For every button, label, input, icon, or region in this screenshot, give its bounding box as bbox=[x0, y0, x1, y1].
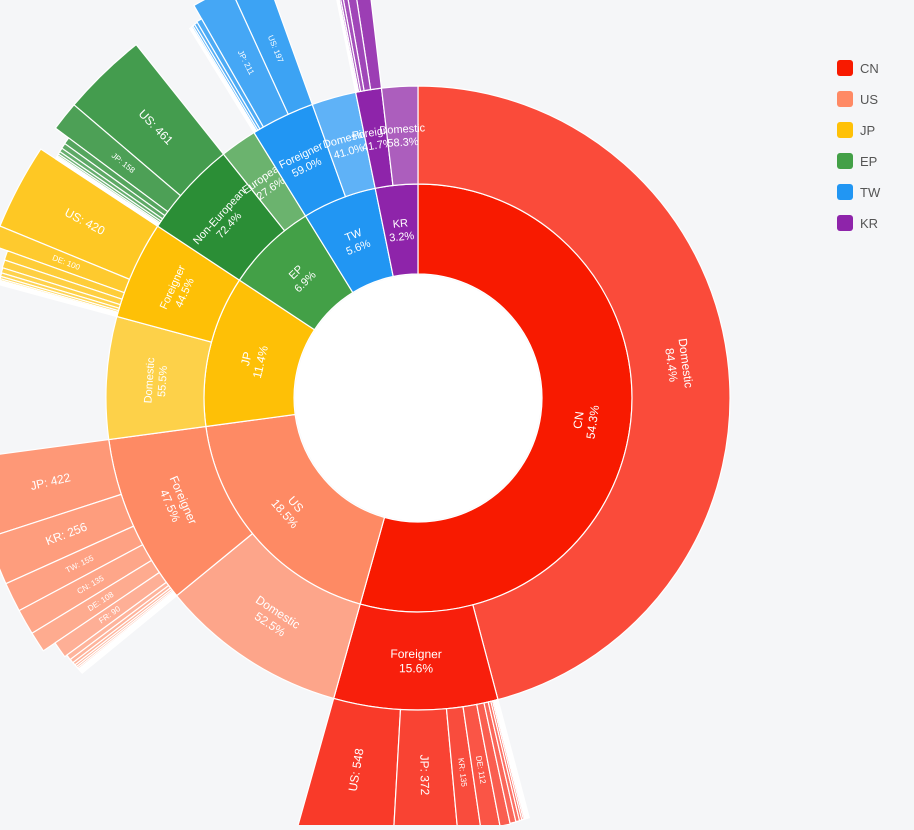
legend-item-jp[interactable]: JP bbox=[837, 122, 880, 138]
segment-jp-foreigner-leaf[interactable] bbox=[0, 225, 131, 294]
segment-label-line: JP bbox=[238, 350, 255, 367]
segment-ep-non-european-leaf[interactable] bbox=[54, 157, 159, 227]
legend-swatch bbox=[837, 91, 853, 107]
segment-cn-foreigner-leaf[interactable] bbox=[496, 698, 530, 819]
legend-swatch bbox=[837, 184, 853, 200]
segment-label-cn-domestic: Domestic84.4% bbox=[661, 337, 696, 390]
segment-label-kr-domestic: Domestic58.3% bbox=[379, 122, 427, 150]
legend-swatch bbox=[837, 153, 853, 169]
segment-label-line: 54.3% bbox=[583, 404, 602, 440]
legend-item-kr[interactable]: KR bbox=[837, 215, 880, 231]
legend-label: KR bbox=[860, 215, 879, 231]
legend-item-ep[interactable]: EP bbox=[837, 153, 880, 169]
legend-item-us[interactable]: US bbox=[837, 91, 880, 107]
segment-label-line: Domestic bbox=[676, 337, 696, 388]
legend-label: CN bbox=[860, 60, 879, 76]
segment-cn-foreigner-leaf[interactable] bbox=[393, 708, 460, 830]
segment-us-foreigner-leaf[interactable] bbox=[81, 594, 178, 674]
leaf-label: KR: 135 bbox=[456, 757, 468, 787]
segment-us-foreigner-leaf[interactable] bbox=[18, 543, 153, 635]
segment-label-jp-domestic: Domestic55.5% bbox=[142, 357, 170, 405]
center-hole bbox=[295, 275, 541, 521]
segment-kr-foreigner-leaf[interactable] bbox=[331, 0, 357, 94]
legend-label: EP bbox=[860, 153, 878, 169]
segment-us-foreigner-leaf[interactable] bbox=[5, 525, 144, 612]
segment-ep-non-european-leaf[interactable] bbox=[54, 104, 182, 213]
segment-label-line: Foreigner bbox=[390, 647, 441, 661]
segment-us-foreigner-leaf[interactable] bbox=[0, 493, 135, 585]
legend-item-tw[interactable]: TW bbox=[837, 184, 880, 200]
legend-swatch bbox=[837, 215, 853, 231]
segment-label-line: KR bbox=[392, 217, 408, 230]
segment-label-line: 41.7% bbox=[361, 137, 394, 154]
segment-label-line: 15.6% bbox=[399, 661, 433, 675]
segment-label-kr: KR3.2% bbox=[387, 217, 415, 245]
segment-label-line: CN bbox=[570, 411, 586, 430]
segment-label-line: 3.2% bbox=[389, 230, 415, 244]
segment-label-line: 58.3% bbox=[387, 136, 419, 150]
legend-label: US bbox=[860, 91, 879, 107]
legend: CN US JP EP TW KR bbox=[837, 60, 880, 246]
segment-us-foreigner-leaf[interactable] bbox=[31, 559, 161, 652]
segment-label-line: 84.4% bbox=[662, 347, 680, 383]
segment-cn-foreigner-leaf[interactable] bbox=[462, 703, 503, 830]
segment-cn-foreigner-leaf[interactable] bbox=[445, 706, 483, 830]
segment-tw-foreigner-leaf[interactable] bbox=[193, 0, 289, 128]
legend-label: JP bbox=[860, 122, 876, 138]
legend-swatch bbox=[837, 122, 853, 138]
segment-cn-foreigner-leaf[interactable] bbox=[296, 697, 402, 830]
segment-label-line: 55.5% bbox=[156, 365, 170, 397]
segment-label-cn: CN54.3% bbox=[569, 402, 602, 440]
segment-kr-domestic[interactable] bbox=[380, 85, 419, 187]
segment-tw-foreigner-leaf[interactable] bbox=[188, 27, 256, 134]
segment-label-line: Domestic bbox=[142, 357, 157, 404]
legend-label: TW bbox=[860, 184, 881, 200]
segment-us-foreigner-leaf[interactable] bbox=[54, 571, 168, 658]
leaf-label: JP: 372 bbox=[417, 754, 432, 795]
segment-cn-domestic[interactable] bbox=[417, 85, 731, 701]
segment-label-line: Domestic bbox=[379, 122, 426, 137]
segment-jp-foreigner-leaf[interactable] bbox=[0, 283, 118, 318]
segment-label-cn-foreigner: Foreigner 15.6% bbox=[390, 647, 442, 676]
segment-us-foreigner-leaf[interactable] bbox=[0, 438, 123, 538]
legend-item-cn[interactable]: CN bbox=[837, 60, 880, 76]
legend-swatch bbox=[837, 60, 853, 76]
